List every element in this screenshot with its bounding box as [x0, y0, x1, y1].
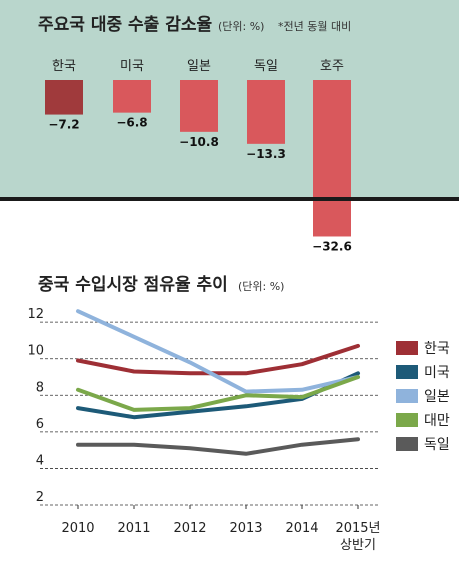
legend-swatch: [396, 389, 418, 403]
y-tick-label: 8: [36, 380, 44, 395]
legend-label: 미국: [424, 365, 450, 381]
legend-label: 대만: [424, 413, 450, 429]
y-tick-label: 10: [27, 344, 44, 359]
x-tick-label: 2014: [285, 521, 318, 536]
x-tick-label: 2015년: [335, 521, 380, 536]
bar-value-label: −10.8: [179, 135, 219, 149]
x-tick-label: 2013: [229, 521, 262, 536]
legend-swatch: [396, 365, 418, 379]
y-tick-label: 6: [36, 417, 44, 432]
bar-category-label: 독일: [254, 59, 278, 74]
bar-value-label: −13.3: [246, 147, 286, 161]
top-chart-title: 주요국 대중 수출 감소율: [38, 15, 213, 35]
y-tick-label: 2: [36, 490, 44, 505]
x-tick-label: 2011: [117, 521, 150, 536]
bar-category-label: 호주: [320, 59, 344, 74]
top-chart-footnote: *전년 동월 대비: [278, 20, 351, 33]
legend-label: 일본: [424, 389, 450, 405]
export-decline-chart: 주요국 대중 수출 감소율 (단위: %) *전년 동월 대비 한국 −7.2 미국…: [0, 0, 459, 253]
y-tick-label: 12: [27, 307, 44, 322]
bar-5: [313, 80, 351, 237]
series-line-4: [76, 375, 360, 412]
bar-category-label: 한국: [52, 59, 76, 74]
bar-value-label: −7.2: [48, 118, 79, 132]
series-line-3: [76, 309, 360, 394]
x-tick-label: 2012: [173, 521, 206, 536]
bar-category-label: 일본: [187, 59, 211, 74]
bar-4: [247, 80, 285, 144]
series-line-5: [76, 437, 360, 456]
bar-value-label: −32.6: [312, 239, 352, 253]
grid-group: [40, 321, 380, 506]
legend-swatch: [396, 341, 418, 355]
bars-group: 한국 −7.2 미국 −6.8 일본 −10.8 독일 −13.3 호주 −32.6: [45, 59, 352, 253]
legend-swatch: [396, 413, 418, 427]
legend-label: 한국: [424, 341, 450, 357]
top-chart-unit: (단위: %): [218, 20, 264, 33]
bottom-chart-title: 중국 수입시장 점유율 추이: [38, 275, 228, 295]
bar-1: [45, 80, 83, 115]
bar-3: [180, 80, 218, 132]
bar-category-label: 미국: [120, 59, 144, 74]
x-tick-label: 2010: [61, 521, 94, 536]
y-tick-label: 4: [36, 453, 44, 468]
bar-2: [113, 80, 151, 113]
lines-group: [76, 309, 360, 456]
x-tick-label: 상반기: [340, 538, 376, 553]
legend-label: 독일: [424, 437, 450, 453]
legend-swatch: [396, 437, 418, 451]
bottom-chart-unit: (단위: %): [238, 280, 284, 293]
series-line-1: [76, 343, 360, 376]
bar-value-label: −6.8: [116, 116, 147, 130]
